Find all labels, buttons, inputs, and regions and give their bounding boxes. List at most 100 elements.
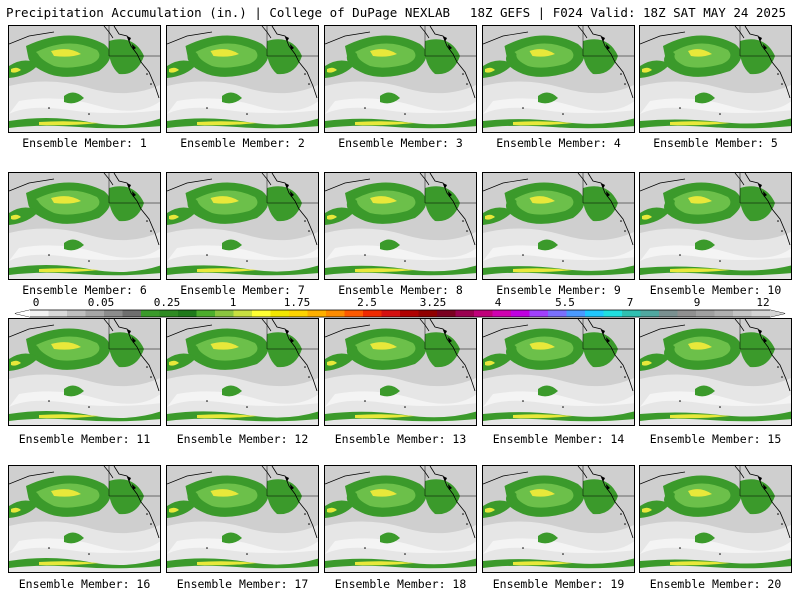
ensemble-member-map (166, 25, 319, 133)
colorbar-swatch (511, 310, 530, 317)
precip-map (483, 173, 634, 279)
map-title: Precipitation Accumulation (in.) | Colle… (6, 5, 451, 20)
precip-map (640, 319, 791, 425)
ensemble-member-map (8, 172, 161, 280)
colorbar-swatch (48, 310, 68, 317)
colorbar-tick-label: 5.5 (555, 296, 575, 309)
colorbar-swatch (751, 310, 771, 317)
colorbar-tick-label: 0 (32, 296, 40, 309)
ensemble-member-label: Ensemble Member: 7 (180, 283, 305, 297)
ensemble-member-map (639, 465, 792, 573)
colorbar-swatch (677, 310, 697, 317)
colorbar-swatch (381, 310, 401, 317)
colorbar-swatch (474, 310, 493, 317)
colorbar-swatch (566, 310, 586, 317)
colorbar-tick-label: 3.25 (419, 296, 447, 309)
ensemble-member-label: Ensemble Member: 15 (649, 432, 782, 446)
precip-map (9, 26, 160, 132)
colorbar-swatch (733, 310, 752, 317)
precip-map (167, 319, 318, 425)
ensemble-member-label: Ensemble Member: 2 (180, 136, 305, 150)
ensemble-member-map (8, 318, 161, 426)
ensemble-member-map (166, 465, 319, 573)
colorbar-tick-label: 12 (756, 296, 770, 309)
ensemble-member-label: Ensemble Member: 5 (653, 136, 778, 150)
colorbar-swatch (104, 310, 123, 317)
colorbar-swatch (178, 310, 197, 317)
colorbar-tick-label: 4 (494, 296, 502, 309)
precip-map (483, 319, 634, 425)
colorbar-swatch (659, 310, 678, 317)
colorbar-swatch (270, 310, 290, 317)
ensemble-member-label: Ensemble Member: 4 (496, 136, 621, 150)
colorbar-swatch (252, 310, 271, 317)
colorbar-swatch (326, 310, 345, 317)
ensemble-member-label: Ensemble Member: 9 (496, 283, 621, 297)
ensemble-member-map (8, 25, 161, 133)
colorbar-swatch (215, 310, 234, 317)
precip-map (325, 319, 476, 425)
precip-map (325, 173, 476, 279)
ensemble-member-map (324, 172, 477, 280)
colorbar-swatch (307, 310, 327, 317)
ensemble-member-label: Ensemble Member: 12 (176, 432, 309, 446)
ensemble-member-map (166, 172, 319, 280)
precip-map (483, 26, 634, 132)
colorbar-swatch (159, 310, 179, 317)
colorbar-tick-label: 0.25 (153, 296, 181, 309)
colorbar-swatch (492, 310, 512, 317)
ensemble-member-map (639, 172, 792, 280)
colorbar-swatch (141, 310, 160, 317)
precip-map (9, 466, 160, 572)
ensemble-member-label: Ensemble Member: 1 (22, 136, 147, 150)
precip-map (640, 173, 791, 279)
colorbar-tick-label: 0.05 (87, 296, 115, 309)
ensemble-member-map (639, 318, 792, 426)
precip-map (167, 173, 318, 279)
ensemble-member-label: Ensemble Member: 11 (18, 432, 151, 446)
colorbar-swatch (696, 310, 715, 317)
ensemble-member-label: Ensemble Member: 6 (22, 283, 147, 297)
ensemble-member-label: Ensemble Member: 18 (334, 577, 467, 591)
ensemble-member-map (324, 25, 477, 133)
precipitation-colorbar (14, 309, 786, 318)
colorbar-tick-label: 7 (626, 296, 634, 309)
ensemble-member-map (482, 465, 635, 573)
precip-map (9, 319, 160, 425)
ensemble-member-label: Ensemble Member: 8 (338, 283, 463, 297)
precip-map (9, 173, 160, 279)
ensemble-member-map (482, 318, 635, 426)
precip-map (483, 466, 634, 572)
colorbar-swatch (67, 310, 86, 317)
colorbar-swatch (85, 310, 105, 317)
colorbar-swatch (585, 310, 604, 317)
colorbar-swatch (622, 310, 641, 317)
ensemble-member-map (639, 25, 792, 133)
ensemble-member-map (324, 465, 477, 573)
precip-map (640, 466, 791, 572)
valid-time-title: 18Z GEFS | F024 Valid: 18Z SAT MAY 24 20… (469, 5, 786, 20)
colorbar-tick-label: 1 (229, 296, 237, 309)
ensemble-member-label: Ensemble Member: 16 (18, 577, 151, 591)
ensemble-member-map (324, 318, 477, 426)
colorbar-swatch (400, 310, 419, 317)
ensemble-member-label: Ensemble Member: 3 (338, 136, 463, 150)
colorbar-swatch (196, 310, 216, 317)
colorbar-swatch (122, 310, 142, 317)
colorbar-swatch (30, 310, 49, 317)
colorbar-swatch (529, 310, 549, 317)
colorbar-tick-label: 1.75 (283, 296, 311, 309)
precip-map (325, 26, 476, 132)
ensemble-member-label: Ensemble Member: 19 (492, 577, 625, 591)
colorbar-swatch (548, 310, 567, 317)
colorbar-swatch (640, 310, 660, 317)
precip-map (325, 466, 476, 572)
ensemble-member-map (166, 318, 319, 426)
colorbar-swatch (437, 310, 456, 317)
colorbar-swatch (418, 310, 438, 317)
colorbar-max-arrow (770, 310, 785, 317)
colorbar-swatch (603, 310, 623, 317)
precip-map (167, 466, 318, 572)
colorbar-tick-label: 9 (693, 296, 701, 309)
precip-map (167, 26, 318, 132)
